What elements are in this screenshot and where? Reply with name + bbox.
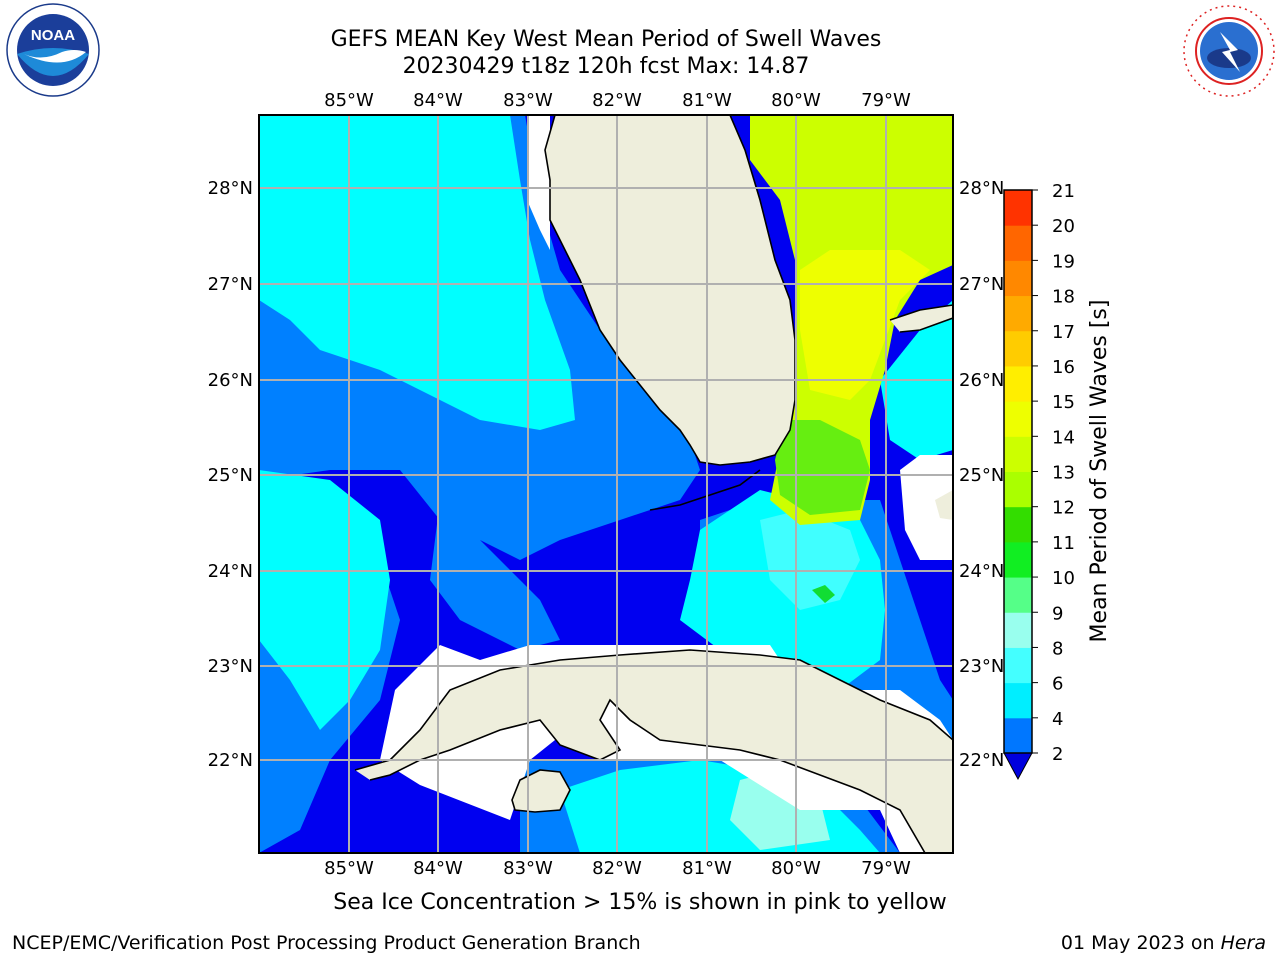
lon-label: 80°W xyxy=(771,90,821,111)
lon-label: 82°W xyxy=(592,90,642,111)
footer-date: 01 May 2023 on Hera xyxy=(1061,932,1266,954)
lon-label: 79°W xyxy=(861,90,911,111)
lat-label: 28°N xyxy=(959,178,1004,199)
lat-label: 26°N xyxy=(959,370,1004,391)
sea-ice-note: Sea Ice Concentration > 15% is shown in … xyxy=(333,890,947,915)
nodata-area-east xyxy=(900,455,953,560)
nodata-area-gulf xyxy=(527,115,550,250)
colorbar-band xyxy=(1004,506,1032,543)
colorbar-band xyxy=(1004,612,1032,648)
colorbar-band xyxy=(1004,401,1032,437)
colorbar: 2 4 6 8 9 10 11 12 13 14 15 16 17 18 19 20 21 xyxy=(1003,181,1075,781)
lon-label: 81°W xyxy=(682,858,732,879)
lon-label: 82°W xyxy=(592,858,642,879)
footer-host: Hera xyxy=(1220,932,1266,954)
lat-label: 23°N xyxy=(208,656,253,677)
lon-label: 80°W xyxy=(771,858,821,879)
colorbar-tick-label: 19 xyxy=(1052,251,1075,272)
colorbar-band xyxy=(1004,225,1032,261)
coastlines xyxy=(354,115,953,853)
colorbar-band xyxy=(1004,365,1032,402)
footer-credit: NCEP/EMC/Verification Post Processing Pr… xyxy=(12,932,641,954)
lat-label: 27°N xyxy=(208,274,253,295)
colorbar-tick-label: 4 xyxy=(1052,709,1063,730)
lat-label: 23°N xyxy=(959,656,1004,677)
footer-date-text: 01 May 2023 on xyxy=(1060,932,1221,954)
lat-labels-right: 28°N 27°N 26°N 25°N 24°N 23°N 22°N xyxy=(959,178,1004,771)
lon-label: 85°W xyxy=(324,90,374,111)
lat-label: 25°N xyxy=(208,465,253,486)
land-bahamas xyxy=(890,305,953,520)
colorbar-band xyxy=(1004,436,1032,472)
colorbar-band xyxy=(1004,471,1032,508)
colorbar-band xyxy=(1004,260,1032,297)
noaa-logo: NOAA xyxy=(6,3,100,97)
colorbar-tick-label: 10 xyxy=(1052,568,1075,589)
lat-labels-left: 28°N 27°N 26°N 25°N 24°N 23°N 22°N xyxy=(208,178,253,771)
lat-label: 27°N xyxy=(959,274,1004,295)
swell-region-10-11 xyxy=(812,585,835,603)
colorbar-band xyxy=(1004,541,1032,578)
lon-label: 85°W xyxy=(324,858,374,879)
colorbar-band xyxy=(1004,647,1032,684)
colorbar-band xyxy=(1004,295,1032,332)
colorbar-tick-label: 18 xyxy=(1052,287,1075,308)
colorbar-tick-label: 12 xyxy=(1052,498,1075,519)
colorbar-label: Mean Period of Swell Waves [s] xyxy=(1087,300,1112,643)
lon-label: 83°W xyxy=(503,858,553,879)
colorbar-tick-label: 6 xyxy=(1052,674,1063,695)
lon-label: 84°W xyxy=(413,90,463,111)
colorbar-tick-label: 20 xyxy=(1052,216,1075,237)
colorbar-tick-label: 14 xyxy=(1052,427,1075,448)
colorbar-extend-arrow xyxy=(1003,752,1033,781)
lon-labels-bottom: 85°W 84°W 83°W 82°W 81°W 80°W 79°W xyxy=(324,858,911,879)
lon-label: 79°W xyxy=(861,858,911,879)
nws-logo xyxy=(1183,5,1275,97)
lat-label: 24°N xyxy=(208,561,253,582)
colorbar-tick-label: 8 xyxy=(1052,638,1063,659)
colorbar-tick-label: 15 xyxy=(1052,392,1075,413)
colorbar-tick-label: 11 xyxy=(1052,533,1075,554)
map-title: GEFS MEAN Key West Mean Period of Swell … xyxy=(330,27,882,52)
land-florida xyxy=(545,115,795,465)
lon-label: 84°W xyxy=(413,858,463,879)
colorbar-tick-label: 2 xyxy=(1052,744,1063,765)
lon-label: 83°W xyxy=(503,90,553,111)
colorbar-tick-label: 9 xyxy=(1052,603,1063,624)
swell-region-4-6 xyxy=(259,115,575,430)
colorbar-tick-label: 16 xyxy=(1052,357,1075,378)
colorbar-band xyxy=(1004,330,1032,367)
lat-label: 22°N xyxy=(208,750,253,771)
lat-label: 24°N xyxy=(959,561,1004,582)
land-isle-of-youth xyxy=(512,770,570,812)
colorbar-band xyxy=(1004,682,1032,719)
gridlines xyxy=(259,115,953,853)
lat-label: 28°N xyxy=(208,178,253,199)
land-cuba xyxy=(355,650,953,853)
swell-region-6-8 xyxy=(760,510,860,610)
swell-region-13-15 xyxy=(800,250,930,400)
lon-label: 81°W xyxy=(682,90,732,111)
colorbar-tick-label: 17 xyxy=(1052,322,1075,343)
lon-labels-top: 85°W 84°W 83°W 82°W 81°W 80°W 79°W xyxy=(324,90,911,111)
colorbar-band xyxy=(1004,190,1032,226)
colorbar-band xyxy=(1004,577,1032,613)
colorbar-band xyxy=(1004,717,1032,754)
swell-region-11-12 xyxy=(775,420,870,515)
map-subtitle: 20230429 t18z 120h fcst Max: 14.87 xyxy=(402,54,810,79)
lat-label: 22°N xyxy=(959,750,1004,771)
map-area xyxy=(259,115,953,853)
noaa-logo-text: NOAA xyxy=(31,27,75,44)
lat-label: 25°N xyxy=(959,465,1004,486)
map-frame xyxy=(258,114,954,854)
colorbar-tick-label: 21 xyxy=(1052,181,1075,202)
colorbar-tick-label: 13 xyxy=(1052,463,1075,484)
lat-label: 26°N xyxy=(208,370,253,391)
